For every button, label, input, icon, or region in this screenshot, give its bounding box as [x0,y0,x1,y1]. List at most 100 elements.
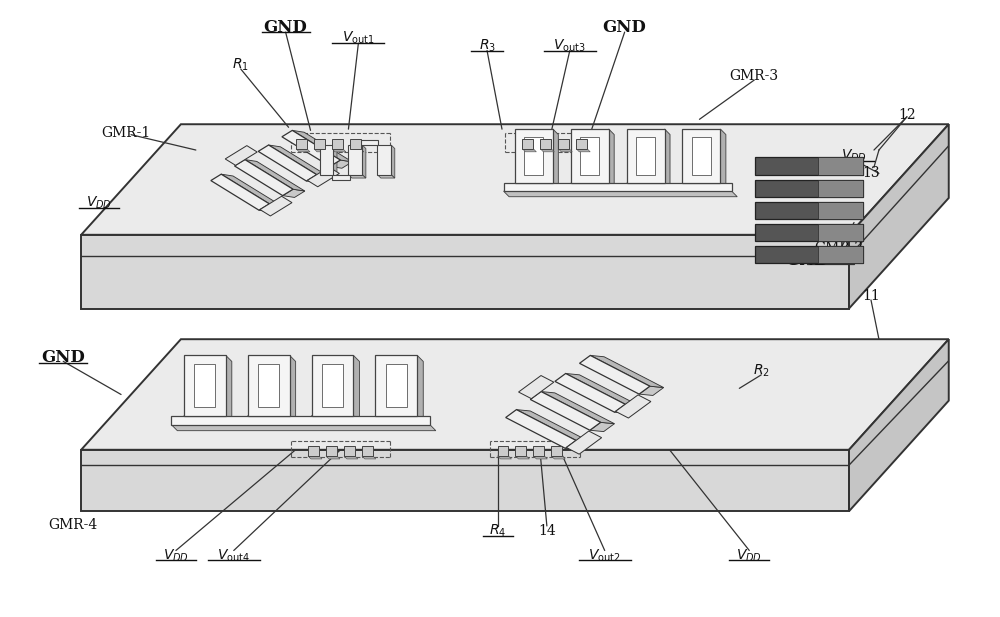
Text: $V_{DD}$: $V_{DD}$ [736,547,762,563]
Text: GND: GND [264,19,308,36]
Polygon shape [571,183,614,189]
Polygon shape [504,191,737,197]
Polygon shape [248,355,290,416]
Text: GMR-4: GMR-4 [49,518,98,532]
Polygon shape [818,157,863,175]
Text: $R_2$: $R_2$ [753,363,770,379]
Polygon shape [307,167,339,187]
Text: $R_4$: $R_4$ [489,523,507,539]
Polygon shape [849,339,949,511]
Polygon shape [344,446,355,456]
Polygon shape [225,146,257,165]
Polygon shape [682,183,726,189]
Polygon shape [551,446,562,456]
Polygon shape [81,124,949,235]
Polygon shape [391,145,395,178]
Polygon shape [558,139,569,149]
Polygon shape [755,246,863,263]
Text: $R_1$: $R_1$ [232,56,249,73]
Polygon shape [245,160,305,191]
Text: $V_{\mathrm{out2}}$: $V_{\mathrm{out2}}$ [588,547,621,563]
Polygon shape [322,365,343,407]
Polygon shape [506,410,576,449]
Polygon shape [350,139,361,149]
Polygon shape [348,175,366,178]
Polygon shape [519,376,554,399]
Polygon shape [377,175,395,178]
Polygon shape [571,129,609,183]
Polygon shape [755,224,863,241]
Polygon shape [81,235,849,308]
Polygon shape [362,446,373,456]
Polygon shape [515,456,529,459]
Text: 12: 12 [898,108,916,122]
Polygon shape [555,373,625,412]
Text: $V_{DD}$: $V_{DD}$ [163,547,189,563]
Polygon shape [665,129,670,189]
Polygon shape [566,373,639,405]
Polygon shape [306,175,329,183]
Polygon shape [290,355,296,421]
Text: GND: GND [785,252,829,269]
Polygon shape [576,139,587,149]
Polygon shape [590,355,664,387]
Polygon shape [184,355,226,416]
Polygon shape [553,129,558,189]
Text: 11: 11 [862,289,880,303]
Polygon shape [260,196,292,216]
Polygon shape [332,139,343,149]
Polygon shape [248,416,296,421]
Polygon shape [849,124,949,308]
Text: GMR-3: GMR-3 [730,69,779,83]
Polygon shape [682,129,720,183]
Polygon shape [614,404,639,413]
Polygon shape [326,446,337,456]
Polygon shape [81,339,949,450]
Polygon shape [818,224,863,241]
Text: $V_{\mathrm{out1}}$: $V_{\mathrm{out1}}$ [342,30,375,46]
Polygon shape [194,365,215,407]
Text: $V_{DD}$: $V_{DD}$ [841,148,867,164]
Polygon shape [332,149,346,152]
Polygon shape [282,130,340,167]
Polygon shape [350,149,364,152]
Polygon shape [636,137,655,175]
Polygon shape [524,137,543,175]
Polygon shape [566,431,602,454]
Polygon shape [590,423,614,432]
Polygon shape [333,145,337,178]
Polygon shape [308,456,322,459]
Polygon shape [818,246,863,263]
Polygon shape [720,129,726,189]
Polygon shape [326,456,340,459]
Polygon shape [348,145,362,175]
Polygon shape [627,129,665,183]
Polygon shape [320,175,337,178]
Polygon shape [551,456,565,459]
Polygon shape [515,446,526,456]
Polygon shape [818,180,863,197]
Polygon shape [81,450,849,511]
Polygon shape [516,410,590,442]
Text: GMR-1: GMR-1 [101,126,151,141]
Polygon shape [540,139,551,149]
Polygon shape [259,204,281,212]
Polygon shape [818,202,863,219]
Polygon shape [226,355,232,421]
Polygon shape [533,446,544,456]
Polygon shape [344,456,358,459]
Polygon shape [296,139,307,149]
Polygon shape [361,139,378,145]
Polygon shape [755,157,863,175]
Polygon shape [386,365,407,407]
Polygon shape [580,355,650,394]
Polygon shape [332,175,350,180]
Polygon shape [580,137,599,175]
Text: GND: GND [603,19,647,36]
Polygon shape [362,145,366,178]
Polygon shape [171,424,436,431]
Polygon shape [312,416,359,421]
Polygon shape [375,355,417,416]
Polygon shape [320,145,333,175]
Polygon shape [258,145,317,181]
